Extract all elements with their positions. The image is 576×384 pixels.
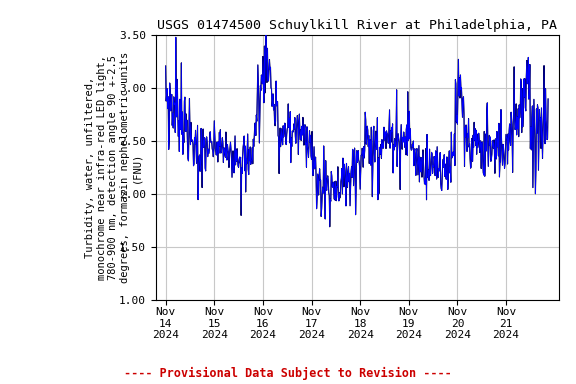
Title: USGS 01474500 Schuylkill River at Philadelphia, PA: USGS 01474500 Schuylkill River at Philad… [157,19,557,32]
Y-axis label: Turbidity, water, unfiltered,
monochrome near infra-red LED light,
780-900 nm, d: Turbidity, water, unfiltered, monochrome… [85,51,142,283]
Text: ---- Provisional Data Subject to Revision ----: ---- Provisional Data Subject to Revisio… [124,367,452,380]
